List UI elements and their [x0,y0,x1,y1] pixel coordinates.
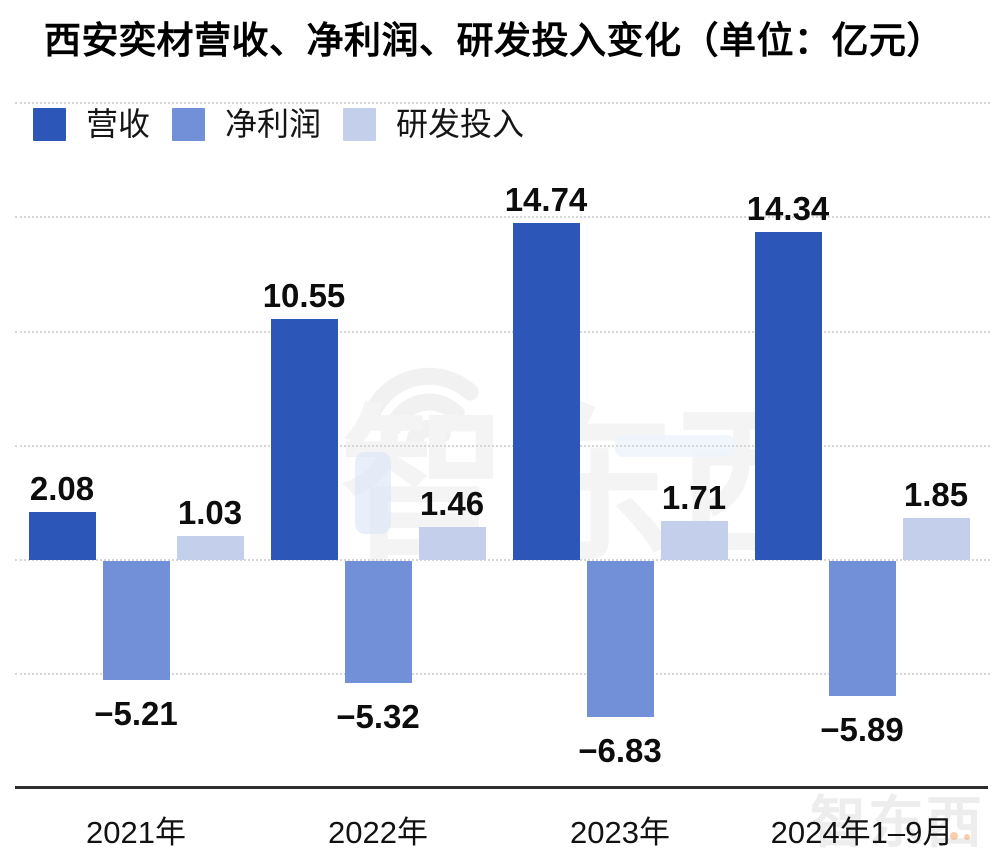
gridline-y-10 [15,331,990,333]
legend-item-营收: 营收 [33,108,150,141]
watermark-dot [950,832,958,840]
bar-营收-2023年 [512,223,580,560]
value-label: 10.55 [262,277,346,314]
legend-swatch-icon [33,108,66,141]
gridline-y-20 [15,102,990,104]
x-axis-line [15,786,988,789]
value-label: 1.46 [419,485,485,522]
bar-研发投入-2023年 [660,521,728,560]
value-label: −6.83 [578,732,662,769]
legend-label: 营收 [86,106,151,142]
bar-营收-2021年 [28,512,96,560]
legend-label: 研发投入 [396,106,525,142]
bar-研发投入-2022年 [418,527,486,560]
bar-营收-2024年1–9月 [754,232,822,560]
bar-净利润-2022年 [344,561,412,683]
legend-swatch-icon [172,108,206,141]
bar-净利润-2023年 [586,561,654,717]
x-tick-label: 2024年1–9月 [770,815,954,850]
corner-watermark: 智东西 [810,791,984,852]
gridline-y-0 [15,559,990,561]
bar-营收-2022年 [270,319,338,560]
value-label: −5.32 [336,698,420,735]
legend: 营收 净利润 研发投入 [33,108,524,141]
bar-净利润-2021年 [102,561,170,680]
value-label: 1.85 [903,476,969,513]
value-label: 2.08 [29,470,95,507]
gridline-y-15 [15,216,990,218]
legend-label: 净利润 [225,106,322,142]
gridline-y-5 [15,445,990,447]
value-label: 1.71 [661,479,727,516]
watermark-dot [964,834,970,840]
value-label: −5.21 [94,695,178,732]
chart-title: 西安奕材营收、净利润、研发投入变化（单位：亿元） [44,20,944,61]
legend-swatch-icon [343,108,377,141]
value-label: 14.34 [746,190,830,227]
value-label: −5.89 [820,711,904,748]
bar-研发投入-2021年 [176,536,244,560]
legend-item-研发投入: 研发投入 [343,108,524,141]
x-tick-label: 2023年 [570,815,670,850]
x-tick-label: 2022年 [328,815,428,850]
gridline-y--5 [15,673,990,675]
bar-研发投入-2024年1–9月 [902,518,970,560]
value-label: 1.03 [177,494,243,531]
x-tick-label: 2021年 [86,815,186,850]
legend-item-净利润: 净利润 [172,108,321,141]
value-label: 14.74 [504,181,588,218]
bar-净利润-2024年1–9月 [828,561,896,696]
